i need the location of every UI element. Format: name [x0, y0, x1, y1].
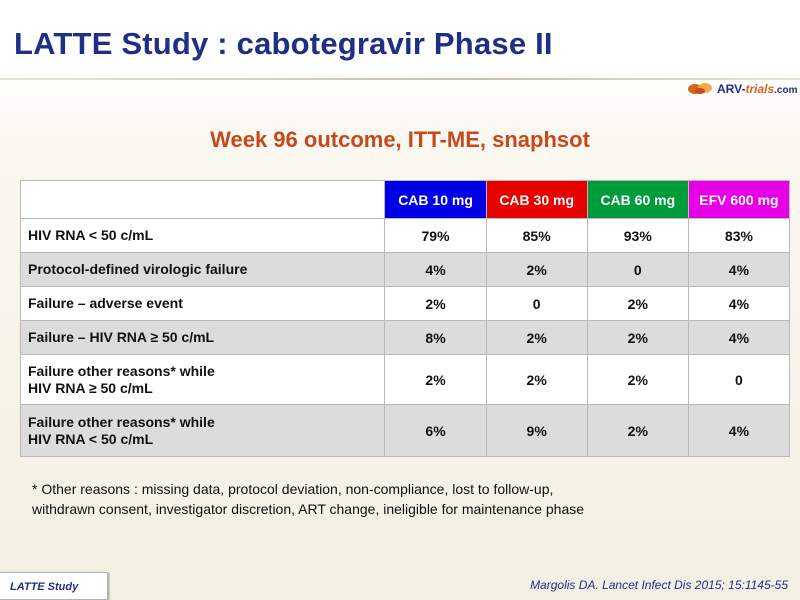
cell-value: 6%	[384, 404, 487, 457]
citation: Margolis DA. Lancet Infect Dis 2015; 15:…	[530, 578, 788, 592]
cell-value: 2%	[485, 252, 588, 287]
cell-value: 79%	[384, 218, 487, 253]
slide-title: LATTE Study : cabotegravir Phase II	[14, 26, 553, 61]
cell-value: 2%	[586, 286, 689, 321]
table-header-row: CAB 10 mg CAB 30 mg CAB 60 mg EFV 600 mg	[19, 180, 791, 219]
cell-value: 4%	[687, 286, 791, 321]
header-cab-60: CAB 60 mg	[586, 180, 689, 219]
cell-value: 0	[687, 354, 791, 405]
cell-value: 2%	[586, 354, 689, 405]
cell-value: 2%	[384, 354, 487, 405]
table-row: Protocol-defined virologic failure 4% 2%…	[19, 252, 791, 287]
row-label: Failure – HIV RNA ≥ 50 c/mL	[19, 320, 386, 355]
arv-trials-logo: ARV-trials.com	[686, 78, 797, 100]
cell-value: 83%	[687, 218, 791, 253]
title-divider	[0, 78, 800, 80]
cell-value: 8%	[384, 320, 487, 355]
logo-text-part3: .com	[774, 85, 798, 96]
header-cab-10: CAB 10 mg	[384, 180, 487, 219]
row-label: HIV RNA < 50 c/mL	[19, 218, 386, 253]
outcome-table: CAB 10 mg CAB 30 mg CAB 60 mg EFV 600 mg…	[19, 180, 791, 457]
row-label: Failure other reasons* while HIV RNA ≥ 50…	[19, 354, 386, 405]
table-row: HIV RNA < 50 c/mL 79% 85% 93% 83%	[19, 218, 791, 253]
row-label: Failure – adverse event	[19, 286, 386, 321]
cell-value: 2%	[586, 404, 689, 457]
slide-subtitle: Week 96 outcome, ITT-ME, snaphsot	[210, 127, 590, 152]
table-row: Failure other reasons* while HIV RNA ≥ 50…	[19, 354, 791, 405]
cell-value: 0	[485, 286, 588, 321]
footnote-line-2: withdrawn consent, investigator discreti…	[32, 501, 585, 517]
cell-value: 2%	[586, 320, 689, 355]
cell-value: 93%	[586, 218, 689, 253]
row-label: Failure other reasons* while HIV RNA < 50…	[19, 404, 386, 457]
table-row: Failure other reasons* while HIV RNA < 50…	[19, 404, 791, 457]
cell-value: 2%	[485, 354, 588, 405]
cell-value: 2%	[485, 320, 588, 355]
footnote: * Other reasons : missing data, protocol…	[32, 479, 772, 519]
logo-ribbon-icon	[688, 83, 712, 94]
table-row: Failure – HIV RNA ≥ 50 c/mL 8% 2% 2% 4%	[19, 320, 791, 355]
footnote-line-1: * Other reasons : missing data, protocol…	[32, 481, 554, 497]
header-cab-30: CAB 30 mg	[485, 180, 588, 219]
cell-value: 0	[586, 252, 689, 287]
logo-text-part1: ARV-	[717, 82, 746, 96]
cell-value: 4%	[687, 404, 791, 457]
study-tag: LATTE Study	[0, 572, 108, 600]
cell-value: 85%	[485, 218, 588, 253]
cell-value: 4%	[687, 320, 791, 355]
header-efv-600: EFV 600 mg	[687, 180, 791, 219]
cell-value: 2%	[384, 286, 487, 321]
row-label: Protocol-defined virologic failure	[19, 252, 386, 287]
cell-value: 9%	[485, 404, 588, 457]
table-row: Failure – adverse event 2% 0 2% 4%	[19, 286, 791, 321]
header-blank-cell	[19, 180, 386, 219]
cell-value: 4%	[687, 252, 791, 287]
cell-value: 4%	[384, 252, 487, 287]
logo-text-part2: trials	[745, 82, 775, 96]
